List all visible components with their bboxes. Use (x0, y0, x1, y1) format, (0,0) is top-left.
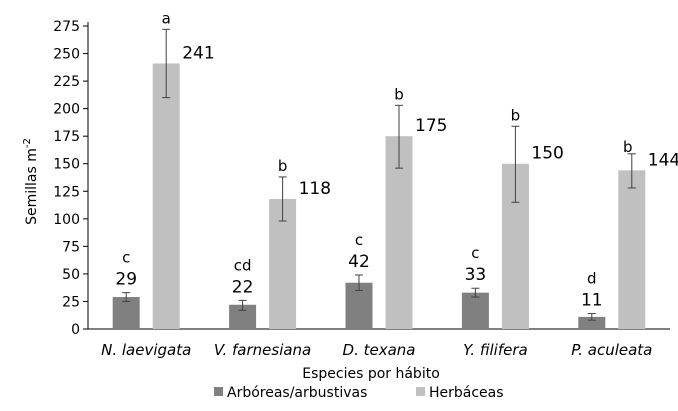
legend: Arbóreas/arbustivas Herbáceas (214, 385, 504, 401)
significance-letter: c (355, 231, 363, 249)
x-tick-label: D. texana (343, 341, 416, 359)
x-axis-ticks: N. laevigata V. farnesiana D. texana Y. fil… (101, 341, 652, 359)
bar (618, 170, 646, 329)
bar (112, 297, 140, 329)
bar (152, 63, 180, 329)
bar (578, 316, 606, 329)
y-tick-label: 200 (53, 102, 80, 118)
significance-letter: b (394, 85, 404, 103)
y-tick-label: 100 (53, 212, 80, 228)
bars: 29 c 22 cd 42 c 33 c 11 d 241 a 118 b 175 b 150 b 144 b (112, 9, 678, 329)
data-label: 33 (465, 265, 487, 285)
legend-swatch (214, 387, 223, 396)
bar (461, 292, 489, 329)
y-tick-label: 50 (62, 267, 80, 283)
data-label: 11 (581, 291, 603, 311)
significance-letter: c (471, 244, 479, 262)
y-tick-label: 250 (53, 47, 80, 63)
y-axis-title: Semillas m-2 (22, 138, 40, 225)
x-tick-label: Y. filifera (463, 341, 528, 359)
x-axis-title: Especies por hábito (302, 366, 440, 382)
data-label: 42 (348, 252, 370, 272)
data-label: 118 (299, 179, 331, 199)
x-tick-label: V. farnesiana (214, 341, 311, 359)
data-label: 29 (115, 270, 137, 290)
significance-letter: b (623, 138, 633, 156)
y-axis-ticks: 0 25 50 75 100 125 150 175 200 225 250 275 (53, 19, 88, 338)
data-label: 175 (415, 116, 447, 136)
y-tick-label: 275 (53, 19, 80, 35)
significance-letter: c (122, 249, 130, 267)
legend-label: Herbáceas (429, 385, 504, 401)
significance-letter: b (278, 157, 288, 175)
significance-letter: cd (234, 256, 252, 274)
x-tick-label: P. aculeata (571, 341, 652, 359)
y-tick-label: 0 (71, 322, 80, 338)
legend-swatch (416, 387, 425, 396)
y-tick-label: 75 (62, 239, 80, 255)
y-tick-label: 150 (53, 157, 80, 173)
y-tick-label: 125 (53, 184, 80, 200)
significance-letter: b (511, 106, 521, 124)
data-label: 241 (182, 43, 214, 63)
y-tick-label: 25 (62, 294, 80, 310)
y-tick-label: 175 (53, 129, 80, 145)
data-label: 150 (531, 144, 563, 164)
y-tick-label: 225 (53, 74, 80, 90)
data-label: 22 (232, 277, 254, 297)
significance-letter: d (587, 270, 597, 288)
y-axis-title-superscript: -2 (22, 138, 33, 148)
x-tick-label: N. laevigata (101, 341, 191, 359)
legend-label: Arbóreas/arbustivas (227, 385, 367, 401)
data-label: 144 (648, 150, 678, 170)
significance-letter: a (162, 9, 171, 27)
y-axis-title-main: Semillas m (24, 148, 40, 225)
